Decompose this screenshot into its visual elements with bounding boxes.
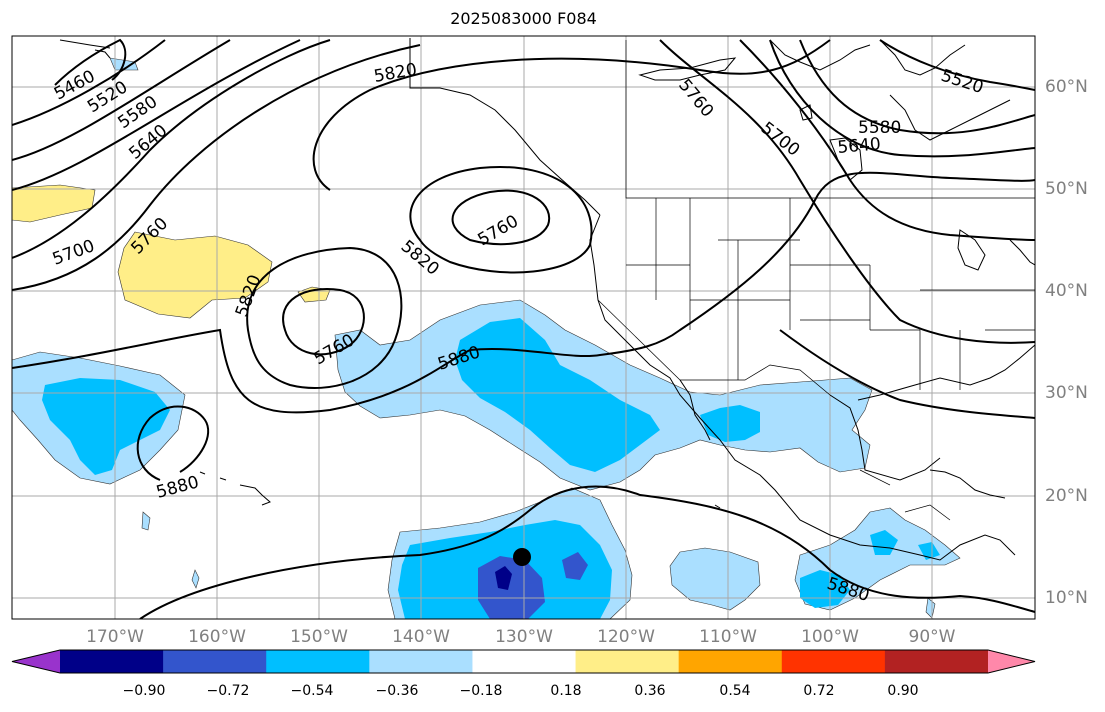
colorbar-segment — [369, 650, 473, 673]
colorbar-segment — [575, 650, 680, 673]
contour-5760-low — [451, 189, 551, 246]
negative-anomaly-patch — [141, 511, 151, 531]
extreme-negative-anomaly — [495, 566, 512, 590]
colorbar-tick-label: 0.72 — [803, 683, 835, 699]
map-border — [11, 35, 1036, 620]
storm-position-marker — [513, 548, 531, 566]
contour-5640-east — [769, 39, 1035, 158]
contour-label: 5820 — [372, 60, 418, 87]
negative-anomaly-core — [870, 530, 898, 555]
contour-label: 5700 — [757, 118, 803, 160]
longitude-label: 150°W — [290, 627, 348, 647]
negative-anomaly-patch — [191, 569, 200, 589]
contour-5880-south — [139, 485, 1035, 619]
positive-anomaly-patch — [12, 184, 96, 223]
colorbar-segment — [781, 650, 886, 673]
longitude-label: 140°W — [392, 627, 450, 647]
longitude-label: 120°W — [597, 627, 655, 647]
latitude-label: 60°N — [1045, 77, 1088, 97]
contour-5880-loop — [136, 405, 210, 481]
negative-anomaly-region — [669, 547, 761, 611]
latitude-label: 20°N — [1045, 486, 1088, 506]
contour-5880-east-lower — [779, 329, 1035, 419]
negative-anomaly-patch — [925, 597, 936, 619]
contour-5760-center — [282, 288, 365, 356]
contour-label: 5820 — [397, 237, 443, 280]
colorbar-segment — [472, 650, 577, 673]
latitude-label: 30°N — [1045, 383, 1088, 403]
contour-5580-west — [12, 39, 231, 161]
negative-anomaly-core — [700, 405, 760, 442]
colorbar-segment — [678, 650, 783, 673]
colorbar-tick-label: 0.18 — [550, 683, 582, 699]
strong-negative-anomaly — [478, 556, 545, 619]
colorbar-tick-label: −0.90 — [122, 683, 166, 699]
contour-5820-center — [246, 246, 403, 389]
contour-5580-east — [799, 39, 1035, 135]
strong-negative-anomaly — [562, 552, 588, 580]
colorbar-tick-label: 0.54 — [719, 683, 751, 699]
map-title: 2025083000 F084 — [450, 9, 597, 28]
negative-anomaly-core — [455, 318, 660, 472]
colorbar-tick-label: −0.54 — [290, 683, 334, 699]
contour-label: 5520 — [938, 66, 985, 98]
colorbar-segment — [266, 650, 370, 673]
longitude-label: 110°W — [699, 627, 757, 647]
colorbar-segment — [60, 650, 164, 673]
colorbar-tick-label: 0.36 — [634, 683, 666, 699]
negative-anomaly-core — [42, 378, 170, 475]
latitude-label: 40°N — [1045, 281, 1088, 301]
longitude-label: 170°W — [86, 627, 144, 647]
political-borders — [597, 40, 1035, 521]
contour-5760-west — [12, 44, 421, 291]
contour-5460 — [54, 38, 127, 86]
contour-label: 5640 — [837, 134, 882, 158]
longitude-label: 130°W — [495, 627, 553, 647]
contour-5520-west — [12, 39, 166, 126]
latitude-label: 10°N — [1045, 588, 1088, 608]
contour-label: 5880 — [154, 472, 201, 503]
contour-5820-north — [312, 39, 831, 191]
colorbar-extend-low — [12, 650, 60, 673]
colorbar-tick-label: −0.18 — [459, 683, 503, 699]
contour-5520-east — [879, 39, 1035, 91]
colorbar-segment — [884, 650, 989, 673]
colorbar-tick-label: −0.36 — [375, 683, 419, 699]
contour-5880-main — [12, 171, 1035, 414]
colorbar-outline — [11, 649, 1036, 674]
contour-5760-east — [659, 39, 1035, 344]
contour-5820-low — [409, 166, 593, 274]
colorbar — [11, 649, 1036, 674]
colorbar-segment — [163, 650, 267, 673]
contour-5700-west — [12, 39, 331, 259]
colorbar-tick-label: −0.72 — [206, 683, 250, 699]
latitude-label: 50°N — [1045, 179, 1088, 199]
contour-label: 5700 — [50, 236, 97, 270]
colorbar-tick-label: 0.90 — [887, 683, 919, 699]
longitude-label: 90°W — [908, 627, 956, 647]
colorbar-extend-high — [988, 650, 1035, 673]
positive-anomaly-patch — [117, 231, 273, 319]
negative-anomaly-core — [918, 542, 940, 560]
height-contours — [12, 38, 1035, 619]
contour-label: 5580 — [858, 118, 901, 138]
contour-5700-east — [739, 39, 1035, 241]
longitude-label: 100°W — [801, 627, 859, 647]
contour-5640-west — [12, 39, 301, 191]
longitude-label: 160°W — [188, 627, 246, 647]
